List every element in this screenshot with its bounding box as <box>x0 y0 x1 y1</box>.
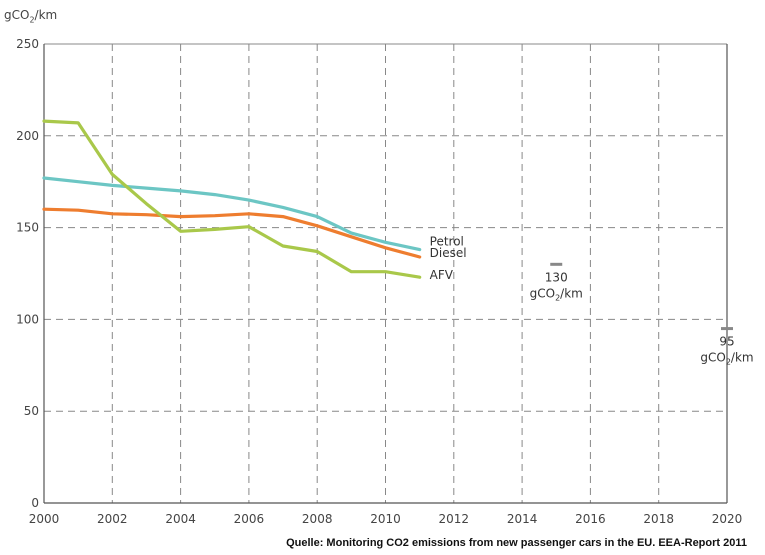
series-label-petrol: Petrol <box>430 235 464 249</box>
y-tick-label: 50 <box>24 404 39 418</box>
x-tick-label: 2006 <box>234 512 265 526</box>
y-axis-label: gCO2/km <box>4 8 58 25</box>
x-tick-label: 2002 <box>97 512 128 526</box>
target-unit: gCO2/km <box>700 351 753 367</box>
y-tick-label: 0 <box>31 496 39 510</box>
y-tick-label: 200 <box>16 129 39 143</box>
y-tick-label: 150 <box>16 221 39 235</box>
x-tick-label: 2016 <box>575 512 606 526</box>
target-unit: gCO2/km <box>530 286 583 302</box>
x-tick-label: 2012 <box>439 512 470 526</box>
target-value: 130 <box>545 270 568 284</box>
series-label-diesel: Diesel <box>430 246 467 260</box>
x-tick-label: 2000 <box>29 512 60 526</box>
series-line-diesel <box>42 207 422 259</box>
x-tick-label: 2008 <box>302 512 333 526</box>
x-tick-label: 2010 <box>370 512 401 526</box>
target-value: 95 <box>719 335 734 349</box>
x-tick-label: 2020 <box>712 512 743 526</box>
series-line-petrol <box>42 176 422 252</box>
series-line-afv <box>42 119 422 279</box>
source-note: Quelle: Monitoring CO2 emissions from ne… <box>286 537 747 549</box>
y-tick-label: 250 <box>16 37 39 51</box>
x-tick-label: 2014 <box>507 512 538 526</box>
y-tick-label: 100 <box>16 312 39 326</box>
x-tick-label: 2004 <box>165 512 196 526</box>
x-tick-label: 2018 <box>643 512 674 526</box>
series-label-afv: AFV <box>430 268 454 282</box>
